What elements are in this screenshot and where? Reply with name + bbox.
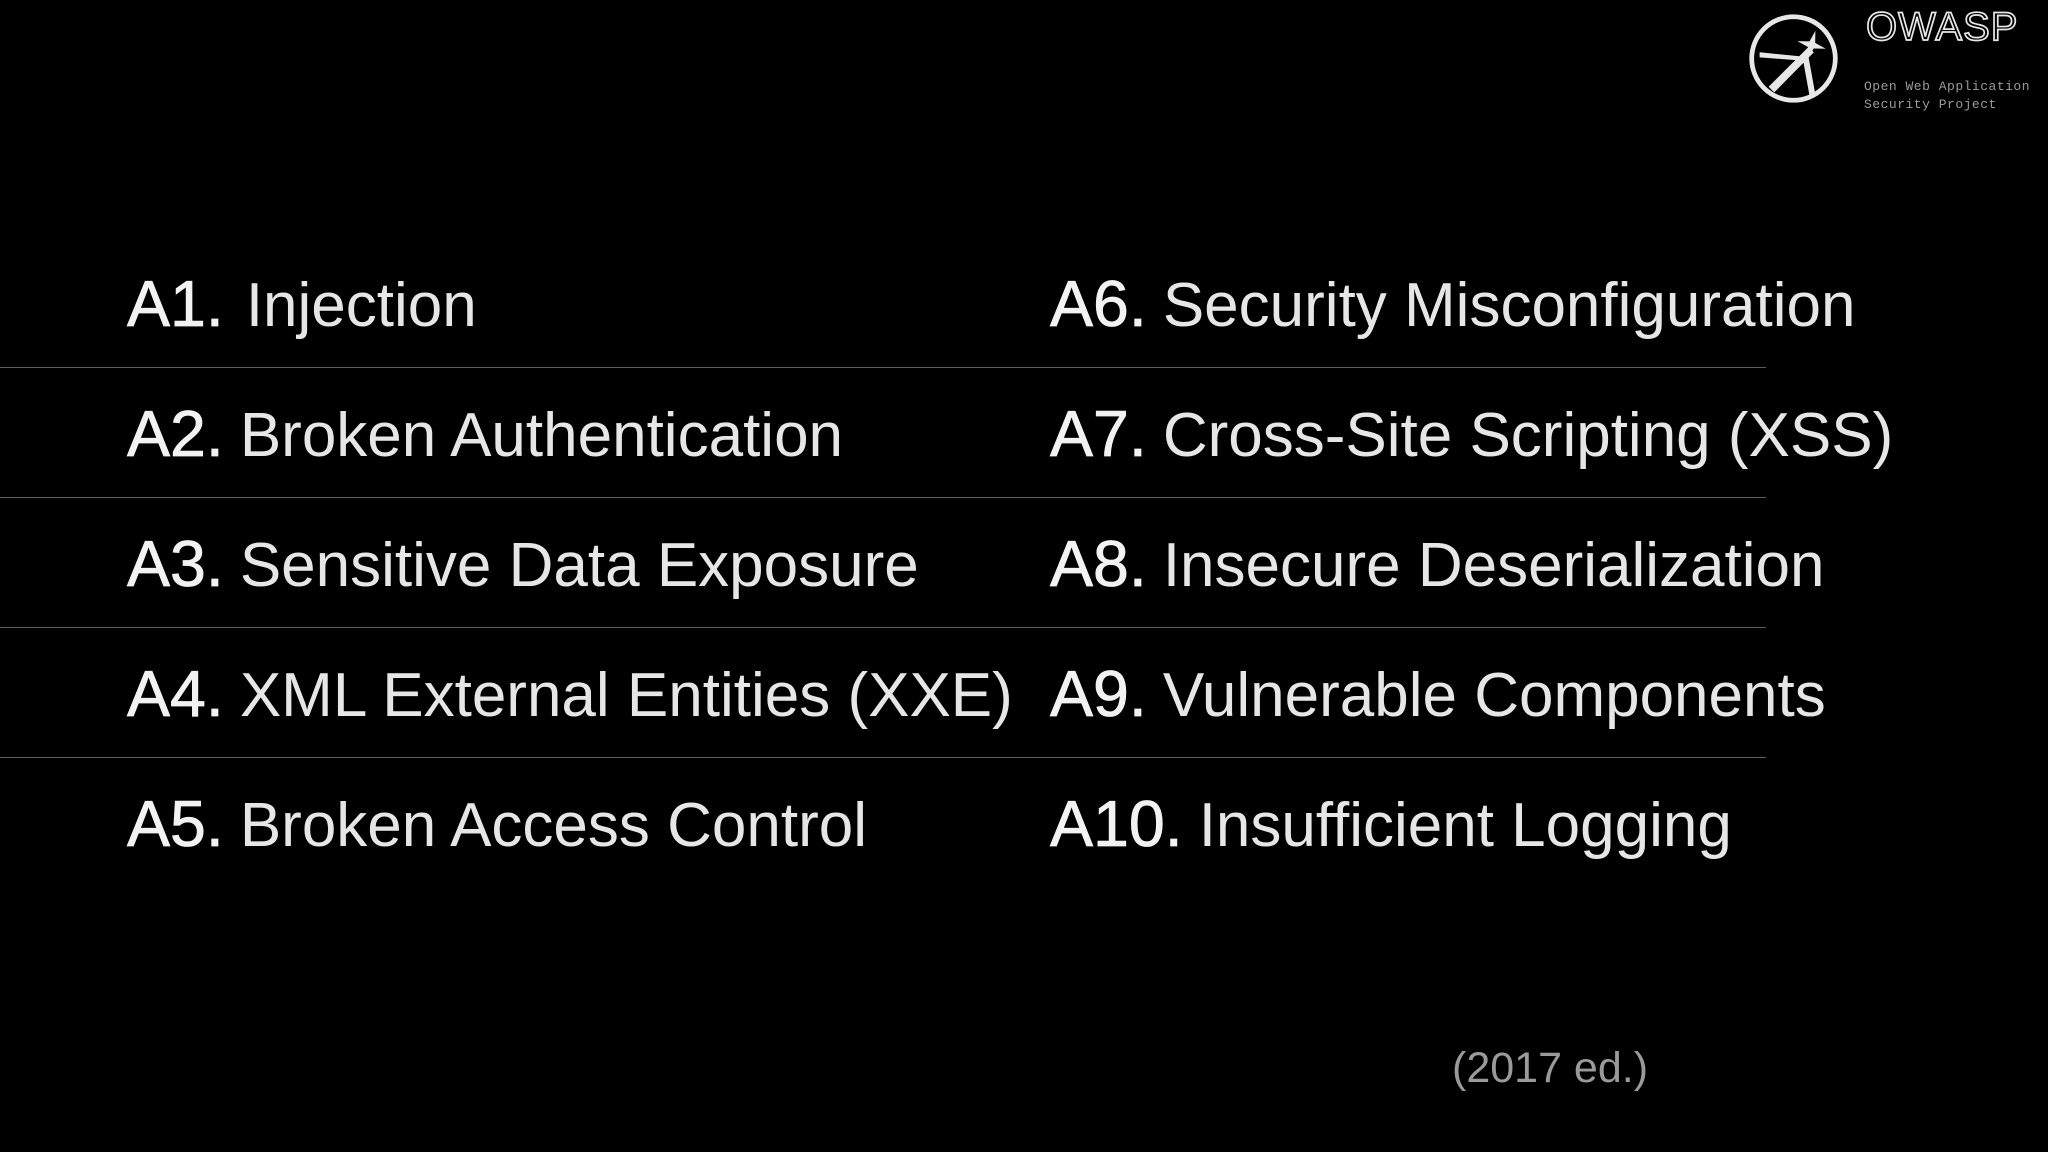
- svg-text:OWASP: OWASP: [1866, 5, 2018, 49]
